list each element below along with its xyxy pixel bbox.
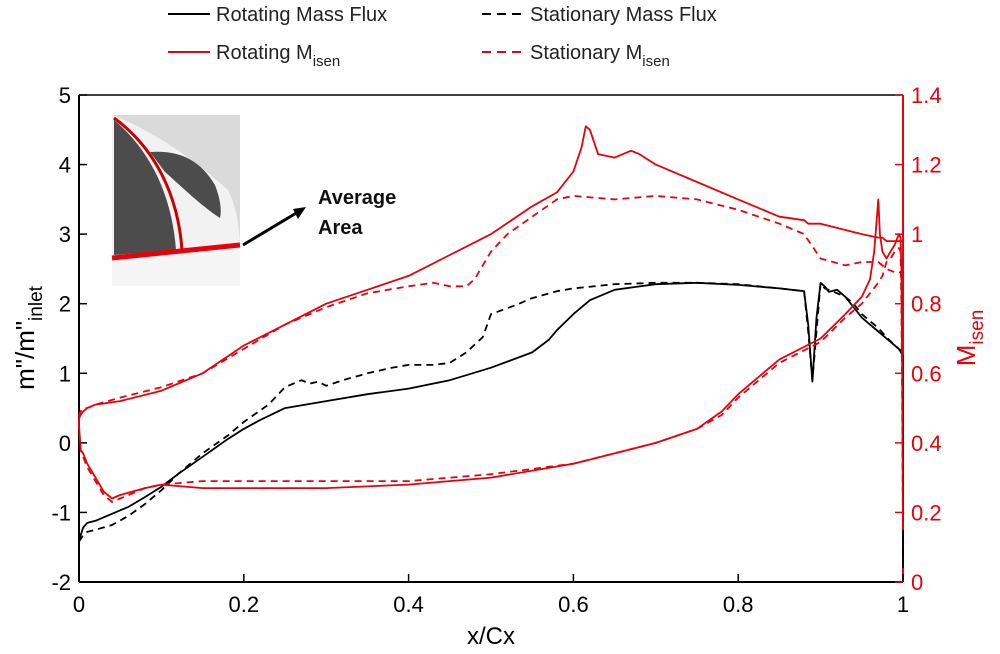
inset-label-line-1: Average xyxy=(318,187,396,209)
legend-label-rotating-mass-flux: Rotating Mass Flux xyxy=(216,4,387,26)
series-line-stationary-mass-flux xyxy=(78,281,904,569)
inset-blade-illustration: Average Area xyxy=(111,115,396,286)
x-tick-label: 0 xyxy=(73,592,85,617)
left-tick-label: 3 xyxy=(59,222,71,247)
left-tick-label: 1 xyxy=(59,361,71,386)
x-tick-label: 1 xyxy=(897,592,909,617)
series-layer xyxy=(78,125,904,569)
right-tick-label: 0 xyxy=(911,570,923,595)
series-line-stationary-m-isen xyxy=(78,195,904,530)
inset-arrow-line xyxy=(242,210,299,247)
inset-blade-dark xyxy=(114,120,176,255)
axis-ticks: 0 0.2 0.4 0.6 0.8 1-2-101234500.20.40.60.811.… xyxy=(51,83,941,617)
x-tick-label: 0.6 xyxy=(558,592,589,617)
left-tick-label: 5 xyxy=(59,83,71,108)
inset-average-area-line xyxy=(111,242,241,261)
left-tick-label: 4 xyxy=(59,153,71,178)
right-tick-label: 0.4 xyxy=(911,431,942,456)
right-tick-label: 1.2 xyxy=(911,153,942,178)
right-tick-label: 0.6 xyxy=(911,361,942,386)
right-tick-label: 1 xyxy=(911,222,923,247)
legend-label-stationary-mass-flux: Stationary Mass Flux xyxy=(530,4,717,26)
x-tick-label: 0.4 xyxy=(393,592,424,617)
legend-label-stationary-misen: Stationary Misen xyxy=(530,42,670,70)
legend: Rotating Mass Flux Stationary Mass Flux … xyxy=(168,4,717,70)
left-tick-label: -2 xyxy=(51,570,71,595)
inset-label-line-2: Area xyxy=(318,217,363,239)
inset-passage-dark xyxy=(150,151,221,218)
left-tick-label: 2 xyxy=(59,292,71,317)
x-axis-label: x/Cx xyxy=(467,623,515,650)
legend-label-rotating-misen: Rotating Misen xyxy=(216,42,340,70)
inset-arrow-head xyxy=(293,207,306,219)
right-axis-label: Misen xyxy=(951,310,988,367)
left-tick-label: 0 xyxy=(59,431,71,456)
right-tick-label: 1.4 xyxy=(911,83,942,108)
right-tick-label: 0.2 xyxy=(911,500,942,525)
x-tick-label: 0.8 xyxy=(723,592,754,617)
inset-blade-edge xyxy=(113,116,184,251)
left-axis-label: m"/m"inlet xyxy=(10,285,47,390)
series-line-rotating-mass-flux xyxy=(78,281,904,569)
left-tick-label: -1 xyxy=(51,500,71,525)
right-tick-label: 0.8 xyxy=(911,292,942,317)
x-tick-label: 0.2 xyxy=(229,592,260,617)
